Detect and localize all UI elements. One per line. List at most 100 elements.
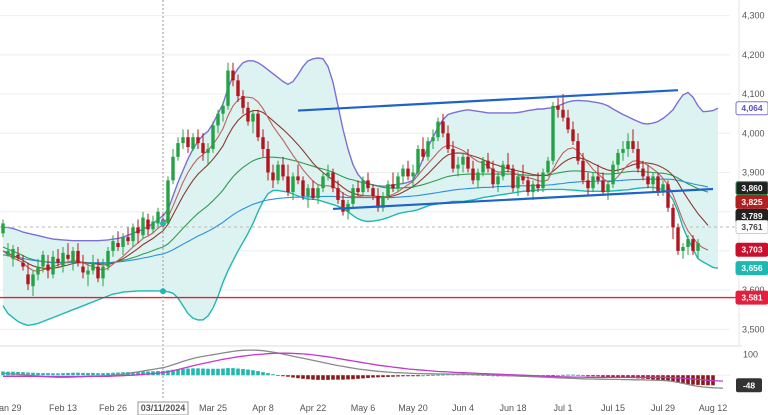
candle-body (356, 188, 360, 193)
candle-body (641, 168, 645, 177)
candle-49 (246, 101, 250, 126)
candle-body (66, 254, 70, 259)
price-tick-label: 3,500 (742, 324, 765, 334)
candle-138 (691, 235, 695, 255)
candle-body (1, 223, 5, 234)
candle-body (126, 237, 130, 242)
candle-4 (21, 254, 25, 271)
histogram-bar-134 (671, 375, 675, 382)
candle-68 (341, 192, 345, 216)
candle-body (56, 258, 60, 263)
candle-7 (36, 258, 40, 281)
candle-3 (16, 246, 20, 261)
candle-body (341, 199, 345, 212)
candle-body (566, 117, 570, 130)
candle-body (651, 176, 655, 185)
candle-body (371, 188, 375, 197)
candle-body (436, 121, 440, 138)
candle-122 (611, 160, 615, 189)
histogram-bar-66 (331, 375, 335, 380)
candle-body (591, 176, 595, 189)
candle-body (81, 266, 85, 273)
candle-body (611, 164, 615, 185)
histogram-bar-40 (201, 368, 205, 376)
candle-78 (391, 172, 395, 193)
candle-91 (456, 156, 460, 177)
histogram-bar-15 (76, 372, 80, 376)
candle-31 (156, 207, 160, 228)
candle-body (156, 211, 160, 224)
candle-body (421, 148, 425, 157)
histogram-bar-73 (366, 375, 370, 378)
candle-112 (561, 94, 565, 122)
candle-24 (121, 233, 125, 255)
candle-36 (181, 129, 185, 149)
candle-19 (96, 258, 100, 283)
price-tick-label: 4,100 (742, 89, 765, 99)
histogram-bar-57 (286, 375, 290, 377)
candle-body (686, 239, 690, 247)
candle-17 (86, 262, 90, 287)
candle-33 (166, 176, 170, 224)
candle-72 (361, 176, 365, 197)
horizontal-levels (0, 226, 740, 299)
candle-body (381, 196, 385, 208)
candle-117 (586, 172, 590, 197)
candle-body (6, 250, 10, 255)
histogram-bar-70 (351, 375, 355, 380)
candle-body (306, 188, 310, 197)
candle-118 (591, 172, 595, 193)
candle-body (471, 168, 475, 181)
histogram-bar-98 (491, 375, 495, 377)
candle-body (26, 274, 30, 285)
price-badge-4: 3,761 (735, 219, 768, 234)
candle-body (91, 262, 95, 271)
histogram-bar-135 (676, 375, 680, 383)
candle-body (536, 184, 540, 189)
candle-108 (541, 168, 545, 193)
trend-channel[interactable] (297, 89, 714, 211)
candle-79 (396, 172, 400, 193)
moving-average-1 (2, 178, 709, 264)
histogram-bar-89 (446, 374, 450, 376)
candle-116 (581, 152, 585, 185)
histogram-bar-20 (101, 373, 105, 376)
candle-body (596, 176, 600, 181)
candle-body (251, 113, 255, 122)
candle-body (636, 148, 640, 169)
histogram-bar-138 (691, 375, 695, 385)
candle-body (111, 241, 115, 251)
candle-102 (511, 164, 515, 193)
price-badge-5: 3,703 (735, 242, 768, 257)
candle-109 (546, 156, 550, 177)
candle-26 (131, 223, 135, 247)
histogram-bar-10 (51, 373, 55, 376)
candle-6 (31, 270, 35, 296)
histogram-bar-28 (141, 371, 145, 376)
candle-120 (601, 172, 605, 197)
candle-90 (451, 141, 455, 173)
candle-body (281, 164, 285, 177)
candle-129 (646, 164, 650, 189)
histogram-bar-8 (41, 373, 45, 376)
candle-25 (126, 227, 130, 246)
candle-14 (71, 246, 75, 271)
candle-30 (151, 215, 155, 234)
histogram-bar-51 (256, 371, 260, 376)
histogram-bar-22 (111, 372, 115, 376)
price-badge-text: 4,064 (741, 103, 763, 113)
date-axis[interactable]: Jan 29 Feb 13 Feb 26 03/11/2024 Mar 25 Apr 8 A… (0, 401, 727, 415)
histogram-bar-80 (401, 375, 405, 377)
candle-20 (101, 258, 105, 287)
candle-56 (281, 156, 285, 181)
candle-body (446, 133, 450, 149)
candle-71 (356, 180, 360, 197)
candle-body (316, 188, 320, 198)
candle-body (226, 70, 230, 106)
histogram-bar-13 (66, 372, 70, 376)
candle-57 (286, 164, 290, 197)
candle-105 (526, 176, 530, 197)
price-badge-bg (735, 219, 768, 234)
date-tick-label: Jul 29 (651, 403, 675, 413)
